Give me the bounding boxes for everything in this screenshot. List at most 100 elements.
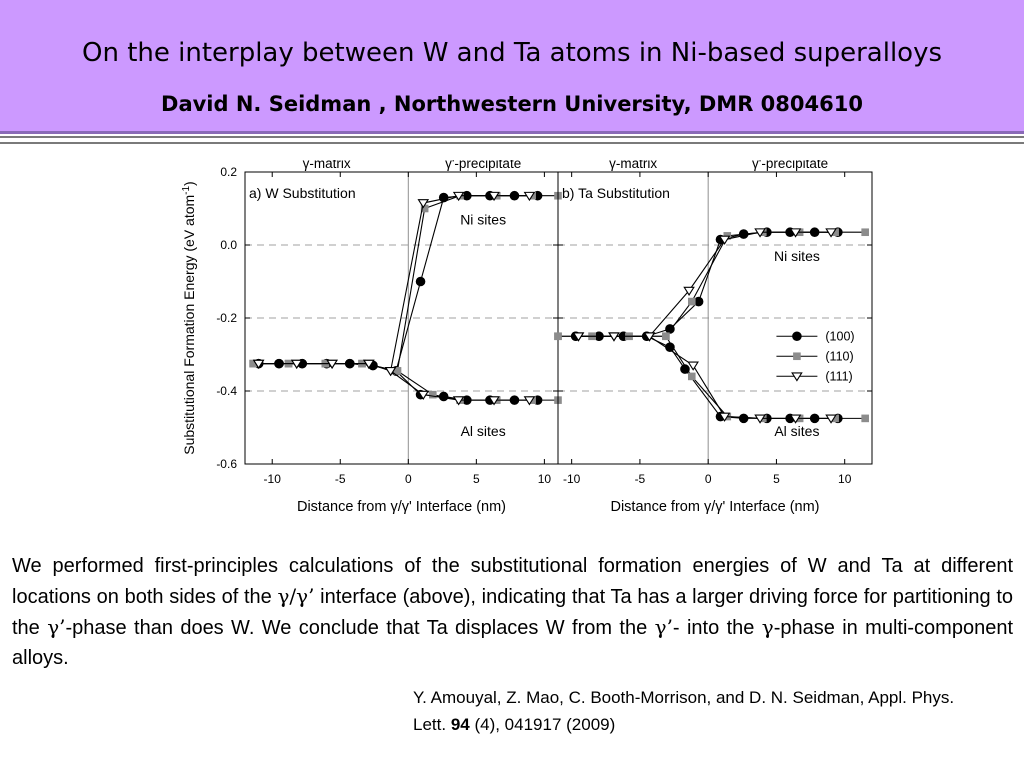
data-point-110 <box>831 228 839 237</box>
data-point-110 <box>420 204 429 213</box>
data-point-110 <box>662 332 670 341</box>
y-tick-label: 0.2 <box>220 165 237 179</box>
x-tick-label: 0 <box>405 472 412 486</box>
data-point-111 <box>363 359 375 369</box>
data-point-111 <box>326 359 338 369</box>
citation-details: (4), 041917 (2009) <box>469 715 616 734</box>
data-point-111 <box>789 414 802 424</box>
citation: Y. Amouyal, Z. Mao, C. Booth-Morrison, a… <box>413 684 973 738</box>
data-point-100 <box>738 413 749 424</box>
data-point-110 <box>393 367 402 375</box>
legend-marker <box>791 372 803 382</box>
ni-sites-label: Ni sites <box>460 211 506 227</box>
data-point-111 <box>718 412 731 422</box>
y-axis-label-sup: -1 <box>181 186 192 195</box>
legend-marker <box>792 331 802 342</box>
divider-line <box>0 142 1024 144</box>
y-axis-label-text: Substitutional Formation Energy (eV atom <box>181 195 197 455</box>
series-line-110-al <box>558 335 866 419</box>
x-axis-label: Distance from γ/γ' Interface (nm) <box>610 499 819 515</box>
data-point-111 <box>523 191 536 202</box>
gamma-symbol: γ/γ’ <box>277 584 315 608</box>
al-sites-label: Al sites <box>774 423 819 439</box>
data-point-110 <box>429 390 437 399</box>
summary-paragraph: We performed first-principles calculatio… <box>12 551 1013 673</box>
y-tick-label: -0.2 <box>216 311 237 325</box>
gamma-symbol: γ <box>761 615 774 639</box>
ni-sites-label: Ni sites <box>774 248 820 264</box>
y-axis-label: Substitutional Formation Energy (eV atom… <box>181 181 197 454</box>
panel-label: a) W Substitution <box>249 185 356 201</box>
x-tick-label: -5 <box>335 472 346 486</box>
data-point-111 <box>789 228 802 238</box>
data-point-111 <box>718 235 731 245</box>
gamma-symbol: γ’ <box>654 615 673 639</box>
data-point-111 <box>452 396 465 406</box>
title-banner: On the interplay between W and Ta atoms … <box>0 0 1024 134</box>
region-label-gamma-prime: γ'-precipitate <box>752 160 828 171</box>
data-point-111 <box>687 361 699 371</box>
al-sites-label: Al sites <box>461 423 506 439</box>
data-point-110 <box>249 359 257 368</box>
data-point-111 <box>452 191 465 202</box>
data-point-100 <box>693 296 704 307</box>
data-point-111 <box>825 228 837 238</box>
data-point-111 <box>417 199 430 209</box>
y-tick-label: -0.6 <box>216 457 237 471</box>
data-point-110 <box>687 297 696 306</box>
x-tick-label: 5 <box>773 472 780 486</box>
slide-subtitle: David N. Seidman , Northwestern Universi… <box>161 92 863 116</box>
legend-label: (111) <box>825 369 852 383</box>
data-point-110 <box>687 372 696 381</box>
data-point-100 <box>415 276 426 287</box>
data-point-111 <box>825 414 837 424</box>
formation-energy-chart: -10 -5 0 5 10 -0.6 -0.4 -0.2 0.0 0.2 γ-matrix γ'-pr… <box>181 160 873 515</box>
data-point-111 <box>417 390 430 401</box>
region-label-gamma-matrix: γ-matrix <box>609 160 657 171</box>
y-tick-label: -0.4 <box>216 384 237 398</box>
panel-label: b) Ta Substitution <box>562 185 670 201</box>
data-point-111 <box>643 332 656 342</box>
summary-text: -phase in multi-component alloys. <box>12 617 1014 669</box>
data-point-111 <box>523 396 536 406</box>
x-tick-label: -5 <box>635 472 646 486</box>
x-tick-label: -10 <box>264 472 282 486</box>
data-point-111 <box>754 228 766 238</box>
data-point-111 <box>683 286 695 296</box>
region-label-gamma-matrix: γ-matrix <box>303 160 351 171</box>
data-point-110 <box>861 414 869 423</box>
y-tick-label: 0.0 <box>220 238 237 252</box>
legend-label: (100) <box>825 329 854 343</box>
x-tick-label: 10 <box>838 472 852 486</box>
gamma-symbol: γ’ <box>47 615 66 639</box>
series-line-111-al <box>578 335 832 419</box>
data-point-110 <box>861 228 869 237</box>
slide-title: On the interplay between W and Ta atoms … <box>81 38 943 68</box>
data-point-110 <box>831 414 839 423</box>
region-label-gamma-prime: γ'-precipitate <box>445 160 521 171</box>
y-axis-label-close: ) <box>181 181 197 186</box>
citation-authors: Y. Amouyal, Z. Mao, C. Booth-Morrison, a… <box>413 688 955 734</box>
data-point-100 <box>680 364 690 374</box>
data-point-110 <box>554 332 562 341</box>
summary-text: We performed first-principles calculatio… <box>12 555 1013 608</box>
x-tick-label: -10 <box>563 472 581 486</box>
legend-label: (110) <box>825 349 853 363</box>
x-axis-label: Distance from γ/γ' Interface (nm) <box>297 499 506 515</box>
data-point-111 <box>488 191 500 202</box>
data-point-100 <box>665 324 675 334</box>
citation-volume: 94 <box>450 715 470 734</box>
data-point-111 <box>754 414 766 424</box>
data-point-111 <box>252 359 265 369</box>
summary-text: - into the <box>672 617 762 639</box>
divider-line <box>0 136 1024 138</box>
series-line-110-ni <box>253 195 558 372</box>
data-point-111 <box>384 367 397 377</box>
summary-text: -phase than does W. We conclude that Ta … <box>65 617 655 639</box>
data-point-111 <box>572 332 585 342</box>
data-point-111 <box>608 332 620 342</box>
data-point-111 <box>488 396 500 406</box>
x-tick-label: 5 <box>473 472 480 486</box>
data-point-111 <box>290 359 303 369</box>
x-tick-label: 10 <box>538 472 552 486</box>
